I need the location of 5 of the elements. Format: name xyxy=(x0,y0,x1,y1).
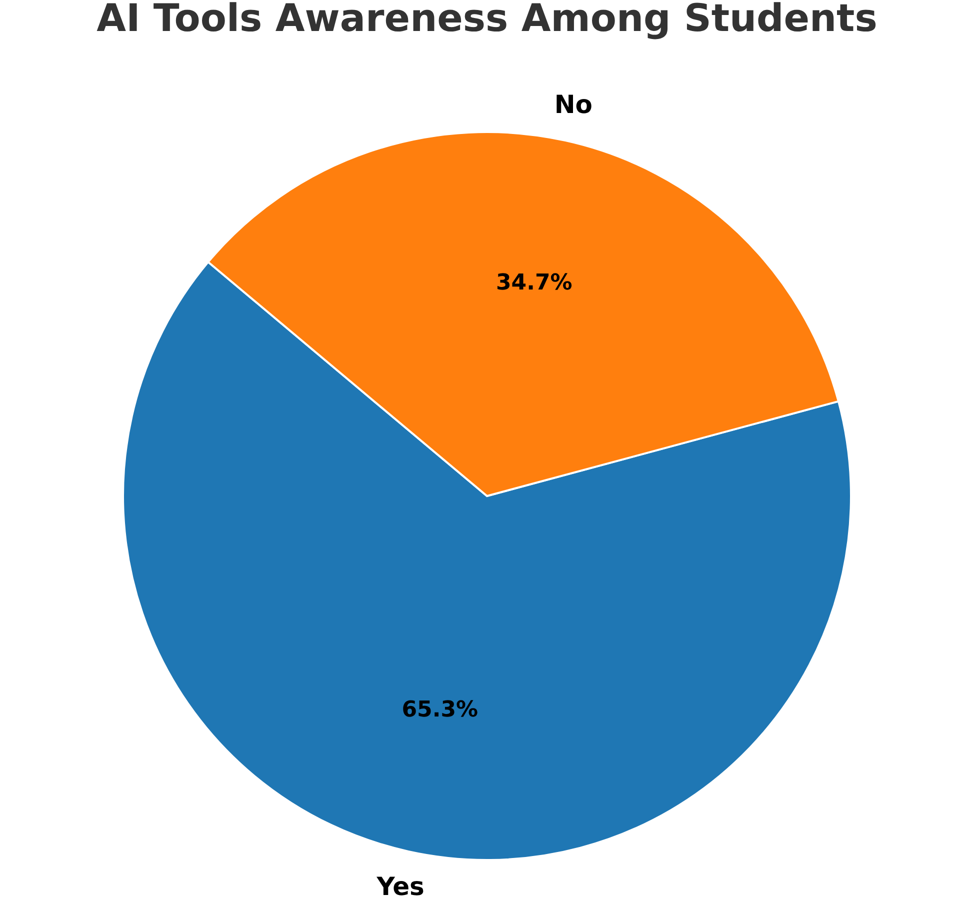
slice-label: No xyxy=(554,90,592,120)
data-label: 34.7% xyxy=(496,270,572,296)
data-label: 65.3% xyxy=(402,697,478,722)
slice-label: Yes xyxy=(376,872,424,901)
chart-title: AI Tools Awareness Among Students xyxy=(96,0,878,40)
